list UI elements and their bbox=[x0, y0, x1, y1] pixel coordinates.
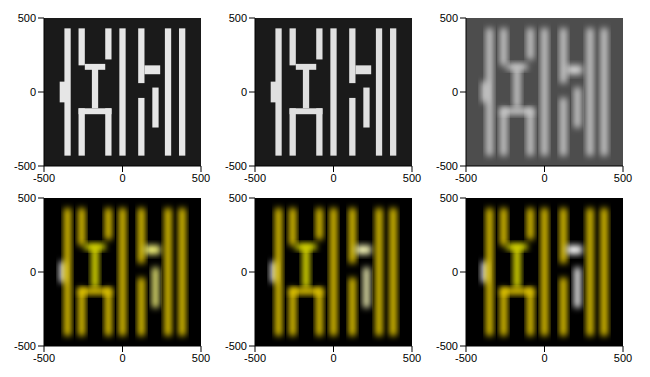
svg-text:0: 0 bbox=[30, 266, 36, 278]
svg-text:0: 0 bbox=[452, 86, 458, 98]
svg-text:500: 500 bbox=[614, 352, 632, 364]
svg-text:0: 0 bbox=[30, 86, 36, 98]
svg-text:500: 500 bbox=[229, 12, 247, 24]
svg-text:0: 0 bbox=[330, 352, 336, 364]
svg-text:-500: -500 bbox=[14, 340, 36, 352]
svg-text:500: 500 bbox=[192, 172, 210, 184]
svg-text:-500: -500 bbox=[33, 352, 55, 364]
svg-text:-500: -500 bbox=[455, 172, 477, 184]
svg-text:0: 0 bbox=[241, 86, 247, 98]
svg-text:500: 500 bbox=[18, 192, 36, 204]
svg-text:-500: -500 bbox=[225, 340, 247, 352]
svg-text:500: 500 bbox=[440, 12, 458, 24]
svg-text:0: 0 bbox=[330, 172, 336, 184]
svg-text:500: 500 bbox=[192, 352, 210, 364]
svg-text:-500: -500 bbox=[14, 160, 36, 172]
svg-text:0: 0 bbox=[452, 266, 458, 278]
svg-text:500: 500 bbox=[440, 192, 458, 204]
svg-text:500: 500 bbox=[18, 12, 36, 24]
svg-text:500: 500 bbox=[614, 172, 632, 184]
svg-text:-500: -500 bbox=[436, 340, 458, 352]
svg-text:500: 500 bbox=[403, 352, 421, 364]
svg-text:500: 500 bbox=[229, 192, 247, 204]
svg-text:-500: -500 bbox=[436, 160, 458, 172]
svg-text:0: 0 bbox=[541, 352, 547, 364]
svg-text:500: 500 bbox=[403, 172, 421, 184]
svg-text:0: 0 bbox=[119, 352, 125, 364]
svg-text:0: 0 bbox=[241, 266, 247, 278]
svg-text:-500: -500 bbox=[244, 172, 266, 184]
svg-text:-500: -500 bbox=[244, 352, 266, 364]
svg-text:0: 0 bbox=[119, 172, 125, 184]
svg-text:-500: -500 bbox=[33, 172, 55, 184]
svg-text:0: 0 bbox=[541, 172, 547, 184]
svg-text:-500: -500 bbox=[455, 352, 477, 364]
svg-text:-500: -500 bbox=[225, 160, 247, 172]
